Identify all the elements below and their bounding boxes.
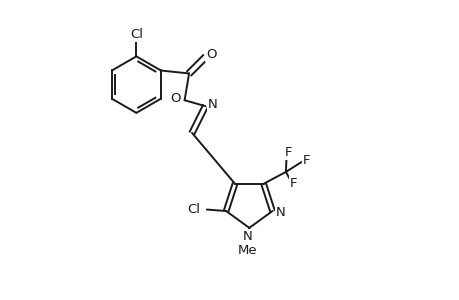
Text: N: N <box>207 98 217 111</box>
Text: O: O <box>170 92 180 105</box>
Text: F: F <box>302 154 310 167</box>
Text: Cl: Cl <box>129 28 143 40</box>
Text: F: F <box>289 177 297 190</box>
Text: Cl: Cl <box>187 203 200 216</box>
Text: N: N <box>275 206 285 219</box>
Text: F: F <box>285 146 292 159</box>
Text: O: O <box>206 48 216 61</box>
Text: N: N <box>242 230 252 243</box>
Text: Me: Me <box>237 244 257 257</box>
